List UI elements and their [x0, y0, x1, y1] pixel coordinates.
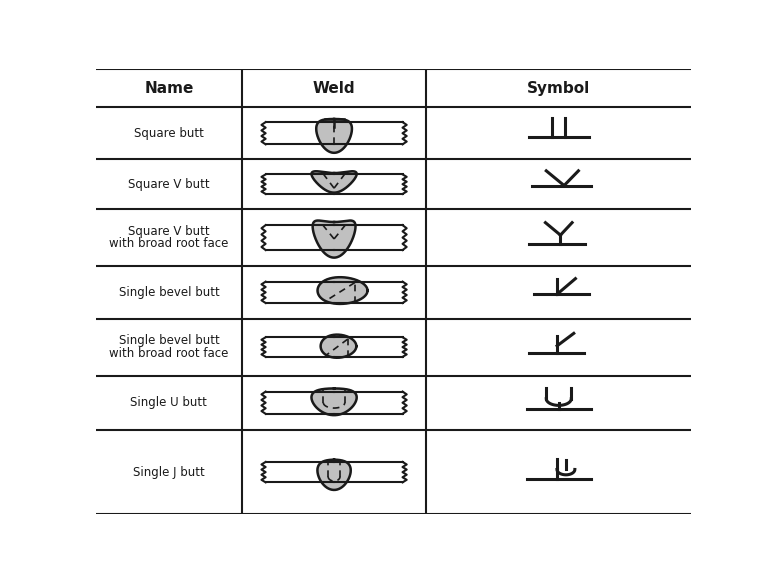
- Text: Square V butt: Square V butt: [128, 225, 210, 238]
- Text: Square V butt: Square V butt: [128, 177, 210, 191]
- Text: Single bevel butt: Single bevel butt: [118, 286, 220, 299]
- Text: Square butt: Square butt: [134, 127, 204, 140]
- Polygon shape: [312, 388, 356, 415]
- Polygon shape: [316, 119, 352, 153]
- Text: Name: Name: [144, 81, 194, 96]
- Text: with broad root face: with broad root face: [109, 238, 229, 250]
- Text: Weld: Weld: [313, 81, 356, 96]
- Polygon shape: [320, 335, 356, 358]
- Text: Single U butt: Single U butt: [131, 396, 207, 409]
- Polygon shape: [317, 460, 351, 490]
- Polygon shape: [317, 277, 368, 304]
- Text: Symbol: Symbol: [527, 81, 591, 96]
- Polygon shape: [313, 221, 356, 258]
- Text: Single bevel butt: Single bevel butt: [118, 334, 220, 347]
- Polygon shape: [312, 171, 356, 192]
- Text: with broad root face: with broad root face: [109, 347, 229, 360]
- Text: Single J butt: Single J butt: [133, 466, 205, 479]
